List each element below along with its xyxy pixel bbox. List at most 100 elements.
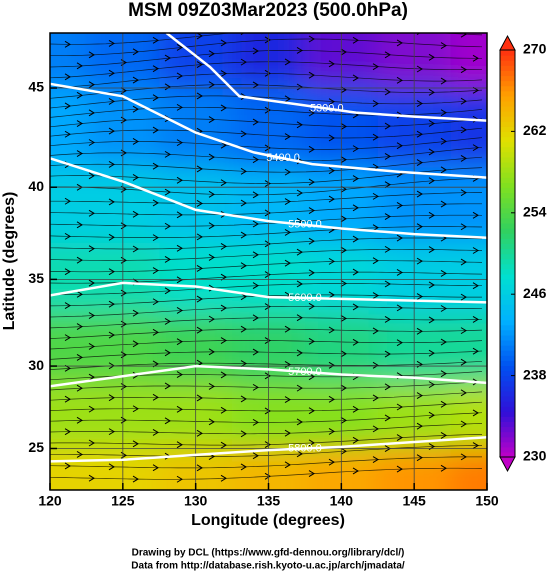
arrow-head	[152, 65, 159, 73]
arrow-head	[64, 462, 71, 470]
arrow-head	[240, 130, 247, 138]
arrow-head	[440, 338, 447, 346]
arrow-head	[308, 439, 315, 447]
arrow-head	[108, 428, 115, 436]
arrow-head	[373, 26, 378, 32]
arrow-head	[176, 475, 183, 483]
arrow-head	[240, 231, 247, 239]
arrow-head	[164, 83, 171, 91]
arrow-head	[460, 66, 467, 74]
arrow-head	[416, 100, 423, 107]
arrow-head	[372, 425, 379, 433]
arrow-head	[285, 25, 290, 31]
colorbar-segment	[500, 238, 515, 244]
arrow-head	[152, 94, 159, 102]
axes: 120 125 130 135 140 145 150 25 30 35 40 45 230 238 246…	[28, 32, 547, 509]
colorbar-segment	[500, 207, 515, 214]
arrow-head	[308, 269, 315, 277]
arrow-head	[132, 440, 139, 448]
arrow-head	[328, 361, 335, 369]
colorbar-segment	[500, 141, 515, 148]
arrow-head	[152, 234, 159, 242]
arrow-head	[372, 192, 379, 200]
x-tick-label: 120	[38, 493, 62, 509]
arrow-head	[132, 210, 139, 218]
arrow-head	[384, 350, 391, 358]
colorbar-segment	[500, 401, 515, 407]
arrow-head	[88, 81, 95, 89]
arrow-head	[372, 224, 379, 232]
field-cell	[304, 33, 379, 89]
arrow-head	[384, 245, 391, 253]
streamline	[50, 214, 483, 227]
arrow-head	[416, 454, 423, 462]
streamline	[50, 434, 483, 446]
arrow-head	[440, 109, 447, 117]
streamline	[50, 260, 483, 273]
arrow-head	[132, 405, 139, 413]
arrow-head	[372, 327, 379, 335]
colorbar-segment	[500, 284, 515, 290]
streamline	[50, 72, 483, 89]
arrow-head	[384, 315, 391, 323]
y-tick-label: 40	[28, 178, 44, 194]
arrow-head	[240, 199, 247, 207]
y-tick-label: 45	[28, 79, 44, 95]
colorbar-segment	[500, 161, 515, 168]
arrow-head	[108, 463, 115, 471]
field-cell	[50, 314, 88, 384]
arrow-head	[328, 195, 335, 203]
arrow-head	[132, 245, 139, 253]
arrow-head	[296, 248, 303, 256]
colorbar-segment	[500, 385, 515, 392]
arrow-head	[416, 257, 423, 265]
arrow-head	[76, 221, 83, 229]
arrow-head	[352, 235, 359, 243]
streamline	[50, 350, 483, 360]
arrow-head	[264, 407, 271, 415]
arrow-head	[208, 116, 215, 123]
arrow-head	[428, 281, 435, 289]
field-cell	[50, 33, 88, 89]
arrow-head	[428, 211, 435, 219]
streamline	[50, 445, 483, 457]
contour-line	[50, 82, 487, 179]
arrow-head	[108, 394, 115, 402]
colorbar-segment	[500, 116, 515, 122]
arrow-head	[308, 207, 315, 214]
arrow-head	[252, 282, 259, 290]
arrow-head	[264, 69, 271, 77]
colorbar-segment	[500, 339, 515, 346]
arrow-head	[264, 36, 271, 44]
arrow-head	[384, 414, 391, 422]
arrow-head	[460, 126, 467, 134]
arrow-head	[264, 180, 271, 187]
field-cell	[377, 87, 452, 169]
colorbar-segment	[500, 431, 515, 438]
arrow-head	[352, 303, 359, 311]
contour-label: 5500.0	[288, 219, 322, 231]
contour-line	[165, 33, 487, 122]
arrow-head	[372, 361, 379, 369]
arrow-head	[340, 350, 347, 358]
arrow-head	[352, 467, 359, 475]
colorbar-segment	[500, 278, 515, 285]
arrow-head	[196, 200, 203, 207]
arrow-head	[64, 302, 71, 310]
streamline	[50, 137, 483, 150]
arrow-head	[176, 307, 183, 314]
arrow-head	[196, 464, 203, 472]
streamline	[50, 401, 483, 412]
arrow-head	[196, 165, 203, 173]
arrow-head	[328, 291, 335, 299]
x-tick-label: 145	[402, 493, 426, 509]
arrow-head	[460, 33, 467, 38]
arrow-head	[264, 441, 271, 448]
colorbar-segment	[500, 105, 515, 112]
arrow-head	[384, 383, 391, 391]
arrow-head	[108, 268, 115, 276]
colorbar-segment	[500, 192, 515, 199]
arrow-head	[88, 373, 95, 381]
colorbar-segment	[500, 85, 515, 92]
arrow-head	[176, 371, 183, 379]
